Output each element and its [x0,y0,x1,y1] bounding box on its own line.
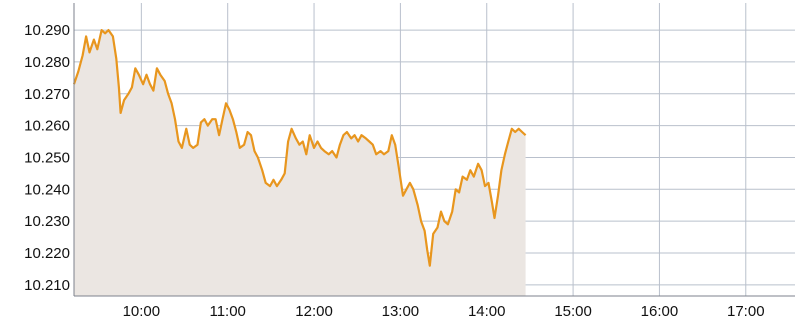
x-tick-label: 17:00 [727,303,765,320]
y-tick-label: 10.240 [24,181,70,198]
plot-frame [73,3,795,297]
y-tick-label: 10.270 [24,86,70,103]
x-tick-label: 15:00 [554,303,592,320]
x-axis: 10:00 11:00 12:00 13:00 14:00 15:00 16:00 17:00 [123,303,765,320]
x-tick-label: 14:00 [468,303,506,320]
y-tick-label: 10.250 [24,149,70,166]
y-tick-label: 10.260 [24,118,70,135]
y-tick-label: 10.290 [24,22,70,39]
x-tick-label: 12:00 [295,303,333,320]
price-line [72,29,527,267]
y-axis: 10.210 10.220 10.230 10.240 10.250 10.260 10.2… [24,22,70,294]
x-tick-label: 16:00 [641,303,679,320]
y-tick-label: 10.280 [24,54,70,71]
x-tick-label: 10:00 [123,303,161,320]
y-tick-label: 10.230 [24,213,70,230]
price-area-fill [74,30,526,296]
y-tick-label: 10.220 [24,245,70,262]
y-tick-label: 10.210 [24,277,70,294]
x-tick-label: 11:00 [209,303,245,320]
x-tick-label: 13:00 [382,303,420,320]
